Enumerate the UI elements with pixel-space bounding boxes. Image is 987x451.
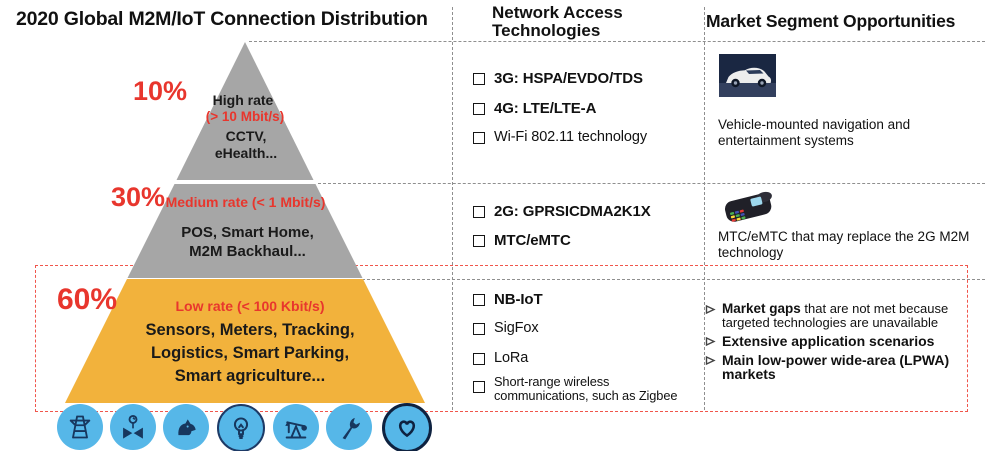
page-title: 2020 Global M2M/IoT Connection Distribut… <box>16 8 428 30</box>
tech-item-2g: 2G: GPRSICDMA2K1X <box>473 203 651 220</box>
high-rate-label: High rate <box>212 92 274 108</box>
bullet-bold-part: Market gaps <box>722 301 801 316</box>
checkbox-icon <box>473 381 485 393</box>
tech-item-nbiot: NB-IoT <box>473 291 543 308</box>
tech-item-label: 4G: LTE/LTE-A <box>494 100 597 117</box>
tech-item-4g: 4G: LTE/LTE-A <box>473 100 596 117</box>
bullet-text: Extensive application scenarios <box>722 334 934 349</box>
bullet-text: Main low-power wide-area (LPWA) markets <box>722 351 977 382</box>
pet-tracking-icon <box>163 404 209 450</box>
bullet-text: Market gaps that are not met because tar… <box>722 302 977 329</box>
high-rate-detail: (> 10 Mbit/s) <box>205 109 285 124</box>
tech-item-lora: LoRa <box>473 350 528 366</box>
tech-item-label: Short-range wireless communications, suc… <box>494 374 678 403</box>
tech-item-sigfox: SigFox <box>473 320 539 336</box>
bullet-extensive-scenarios: Extensive application scenarios <box>705 334 977 349</box>
row-divider-1 <box>249 41 985 42</box>
tech-item-wifi: Wi-Fi 802.11 technology <box>473 129 647 145</box>
arrowhead-bullet-icon <box>705 355 716 365</box>
percent-medium: 30% <box>110 182 165 212</box>
checkbox-icon <box>473 353 485 365</box>
checkbox-icon <box>473 103 485 115</box>
bullet-bold-part: Extensive application scenarios <box>722 333 935 349</box>
tech-item-label: SigFox <box>494 320 539 336</box>
light-bulb-icon <box>217 404 265 451</box>
checkbox-icon <box>473 132 485 144</box>
market-bullet-list: Market gaps that are not met because tar… <box>705 302 977 386</box>
lpwa-highlight-box <box>35 265 968 412</box>
medium-apps-line1: POS, Smart Home, <box>181 224 314 241</box>
low-apps-line3: Smart agriculture... <box>174 367 326 385</box>
low-apps-line1: Sensors, Meters, Tracking, <box>145 321 355 339</box>
checkbox-icon <box>473 235 485 247</box>
row-divider-2 <box>318 183 985 184</box>
low-rate-label: Low rate (< 100 Kbit/s) <box>175 298 325 314</box>
tech-item-label: 3G: HSPA/EVDO/TDS <box>494 70 643 87</box>
tech-item-label: 2G: GPRSICDMA2K1X <box>494 203 651 220</box>
pyramid-segment-high <box>176 42 314 180</box>
tech-item-mtc: MTC/eMTC <box>473 232 571 249</box>
percent-low: 60% <box>56 283 117 316</box>
checkbox-icon <box>473 73 485 85</box>
bullet-lpwa-markets: Main low-power wide-area (LPWA) markets <box>705 351 977 382</box>
high-apps-line2: eHealth... <box>214 145 278 161</box>
network-column-title: Network Access Technologies <box>492 4 623 40</box>
bullet-bold-part: Main low-power wide-area (LPWA) markets <box>722 351 950 382</box>
high-apps-line1: CCTV, <box>225 128 267 144</box>
health-heart-icon <box>382 403 432 451</box>
tech-item-label: Wi-Fi 802.11 technology <box>494 129 647 145</box>
bullet-market-gaps: Market gaps that are not met because tar… <box>705 302 977 329</box>
medium-rate-label: Medium rate (< 1 Mbit/s) <box>165 194 326 210</box>
car-caption: Vehicle-mounted navigation and entertain… <box>718 117 911 148</box>
pipeline-valve-icon <box>110 404 156 450</box>
wrench-icon <box>326 404 372 450</box>
checkbox-icon <box>473 294 485 306</box>
arrowhead-bullet-icon <box>705 336 716 347</box>
bullet-rest-part: that are not met because targeted techno… <box>722 301 949 330</box>
pyramid-segment-medium <box>127 184 363 278</box>
market-column-title: Market Segment Opportunities <box>706 11 956 31</box>
network-title-line2: Technologies <box>492 21 601 40</box>
column-divider-2 <box>704 7 705 410</box>
tech-item-3g: 3G: HSPA/EVDO/TDS <box>473 70 643 87</box>
tech-item-label: NB-IoT <box>494 291 543 308</box>
arrowhead-bullet-icon <box>705 304 716 315</box>
medium-apps-line2: M2M Backhaul... <box>189 243 306 260</box>
pyramid-graphic <box>65 42 425 403</box>
row-divider-3 <box>362 279 985 280</box>
power-transmission-tower-icon <box>57 404 103 450</box>
checkbox-icon <box>473 323 485 335</box>
tech-item-label: MTC/eMTC <box>494 232 571 249</box>
tech-item-label: LoRa <box>494 350 529 366</box>
pyramid-segment-low <box>65 279 425 403</box>
pos-caption: MTC/eMTC that may replace the 2G M2M tec… <box>718 229 970 260</box>
network-title-line1: Network Access <box>492 3 623 22</box>
column-divider-1 <box>452 7 453 410</box>
tech-item-zigbee: Short-range wireless communications, suc… <box>473 375 695 402</box>
checkbox-icon <box>473 206 485 218</box>
percent-high: 10% <box>132 76 187 106</box>
low-apps-line2: Logistics, Smart Parking, <box>150 344 350 362</box>
oil-pump-icon <box>273 404 319 450</box>
pos-terminal-photo <box>724 191 772 222</box>
white-car-photo <box>719 54 776 97</box>
